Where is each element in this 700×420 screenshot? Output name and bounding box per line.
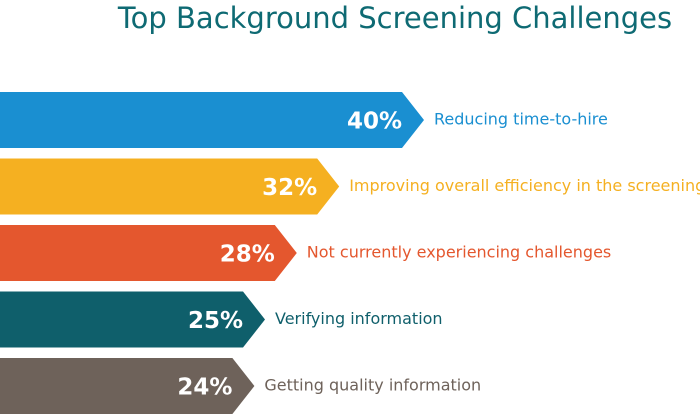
category-label: Not currently experiencing challenges	[307, 243, 611, 262]
bar	[0, 158, 340, 215]
chart-title: Top Background Screening Challenges	[117, 1, 672, 35]
value-label: 40%	[347, 109, 402, 135]
bar	[0, 92, 424, 148]
category-label: Improving overall efficiency in the scre…	[349, 176, 700, 195]
bar	[0, 225, 297, 281]
value-label: 24%	[177, 375, 232, 401]
category-label: Verifying information	[275, 309, 443, 328]
value-label: 28%	[220, 242, 275, 268]
category-label: Reducing time-to-hire	[434, 110, 608, 129]
bar	[0, 291, 265, 348]
value-label: 25%	[188, 308, 243, 334]
category-label: Getting quality information	[264, 376, 481, 395]
bar	[0, 358, 255, 414]
value-label: 32%	[262, 175, 317, 201]
